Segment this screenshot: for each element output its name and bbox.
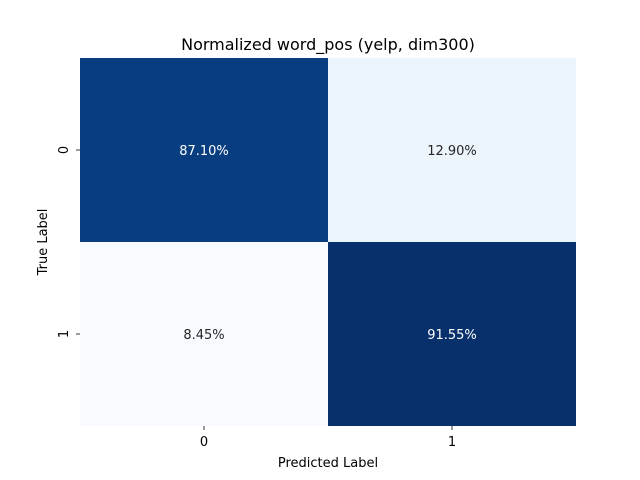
heatmap-cell-1-1 <box>328 242 576 426</box>
heatmap-cell-1-0 <box>80 242 328 426</box>
y-tick-label-0: 0 <box>57 146 72 154</box>
cell-value-label-0-1: 12.90% <box>427 144 477 159</box>
heatmap-cells: 87.10% 12.90% 8.45% 91.55% <box>80 58 576 426</box>
x-axis-label: Predicted Label <box>278 456 378 471</box>
y-tick-label-1: 1 <box>57 330 72 338</box>
chart-title: Normalized word_pos (yelp, dim300) <box>181 35 475 55</box>
cell-value-label-0-0: 87.10% <box>179 144 229 159</box>
y-axis-label: True Label <box>36 209 51 277</box>
x-tick-label-0: 0 <box>200 435 208 450</box>
axis-ticks: 0 1 0 1 <box>57 146 456 450</box>
heatmap-cell-0-1 <box>328 58 576 242</box>
cell-value-label-1-1: 91.55% <box>427 328 477 343</box>
heatmap-cell-0-0 <box>80 58 328 242</box>
x-tick-label-1: 1 <box>448 435 456 450</box>
cell-value-label-1-0: 8.45% <box>183 328 224 343</box>
